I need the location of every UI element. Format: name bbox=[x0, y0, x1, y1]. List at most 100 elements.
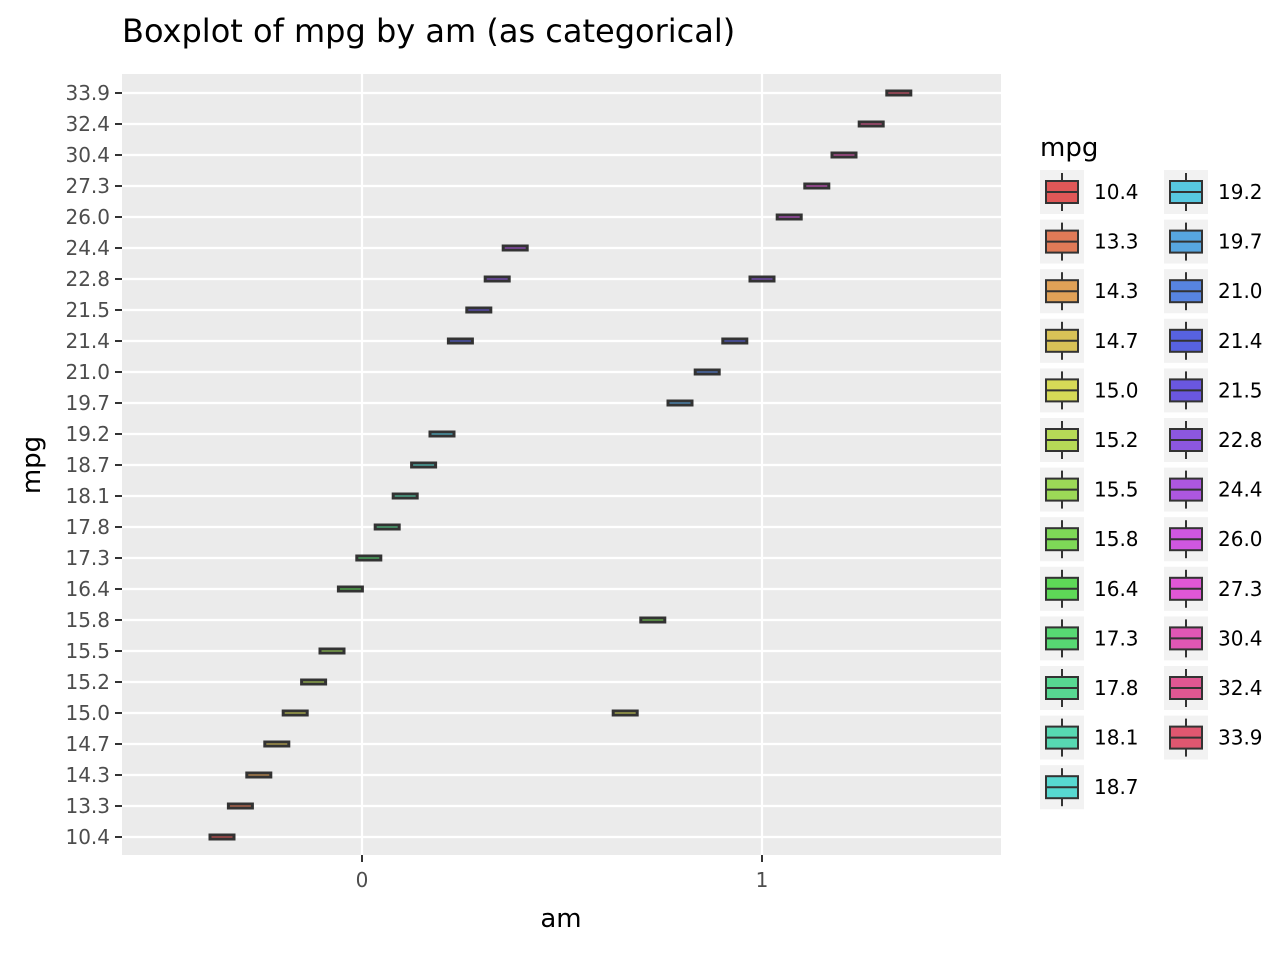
legend-item: 21.5 bbox=[1164, 368, 1263, 413]
legend-item: 15.5 bbox=[1040, 467, 1139, 512]
box-mark bbox=[355, 554, 383, 562]
legend-item: 18.7 bbox=[1040, 765, 1139, 810]
legend-label: 30.4 bbox=[1218, 626, 1263, 650]
y-tick-label: 19.7 bbox=[65, 391, 110, 415]
box-mark bbox=[483, 275, 511, 283]
y-tick-label: 13.3 bbox=[65, 794, 110, 818]
box-mark bbox=[775, 213, 803, 221]
legend-label: 15.2 bbox=[1094, 428, 1139, 452]
box-mark bbox=[693, 368, 721, 376]
box-mark bbox=[465, 306, 493, 314]
legend-title: mpg bbox=[1040, 133, 1098, 163]
box-mark bbox=[336, 585, 364, 593]
legend-item: 15.2 bbox=[1040, 418, 1139, 462]
legend-item: 30.4 bbox=[1164, 616, 1263, 661]
box-mark bbox=[721, 337, 749, 345]
legend-item: 16.4 bbox=[1040, 566, 1139, 611]
y-tick-label: 16.4 bbox=[65, 577, 110, 601]
y-tick-label: 32.4 bbox=[65, 112, 110, 136]
legend-item: 22.8 bbox=[1164, 418, 1263, 462]
box-mark bbox=[226, 802, 254, 810]
legend-label: 17.8 bbox=[1094, 676, 1139, 700]
legend-label: 14.3 bbox=[1094, 279, 1139, 303]
y-tick-label: 19.2 bbox=[65, 422, 110, 446]
y-tick-label: 15.2 bbox=[65, 670, 110, 694]
legend-label: 22.8 bbox=[1218, 428, 1263, 452]
legend-label: 19.2 bbox=[1218, 180, 1263, 204]
legend-item: 14.3 bbox=[1040, 269, 1139, 314]
legend: mpg 10.4 13.3 14.3 14.7 15.0 15.2 15.5 15.8 16.4… bbox=[1040, 133, 1263, 810]
y-axis-title: mpg bbox=[17, 436, 47, 494]
box-mark bbox=[428, 430, 456, 438]
legend-item: 18.1 bbox=[1040, 715, 1139, 760]
box-mark bbox=[300, 678, 328, 686]
y-tick-label: 18.1 bbox=[65, 484, 110, 508]
legend-label: 26.0 bbox=[1218, 527, 1263, 551]
legend-item: 33.9 bbox=[1164, 715, 1263, 760]
box-mark bbox=[885, 89, 913, 97]
legend-label: 13.3 bbox=[1094, 230, 1139, 254]
x-tick-label: 0 bbox=[356, 868, 369, 892]
legend-label: 18.7 bbox=[1094, 775, 1139, 799]
box-marks bbox=[208, 89, 913, 841]
y-tick-label: 33.9 bbox=[65, 81, 110, 105]
y-tick-label: 22.8 bbox=[65, 267, 110, 291]
y-tick-label: 21.0 bbox=[65, 360, 110, 384]
legend-label: 10.4 bbox=[1094, 180, 1139, 204]
y-tick-label: 18.7 bbox=[65, 453, 110, 477]
box-mark bbox=[857, 120, 885, 128]
legend-item: 17.8 bbox=[1040, 666, 1139, 710]
y-tick-label: 14.3 bbox=[65, 763, 110, 787]
legend-label: 15.8 bbox=[1094, 527, 1139, 551]
box-mark bbox=[501, 244, 529, 252]
legend-label: 18.1 bbox=[1094, 726, 1139, 750]
y-tick-label: 21.5 bbox=[65, 298, 110, 322]
box-mark bbox=[391, 492, 419, 500]
legend-label: 21.5 bbox=[1218, 378, 1263, 402]
box-mark bbox=[748, 275, 776, 283]
y-tick-label: 30.4 bbox=[65, 143, 110, 167]
legend-item: 19.2 bbox=[1164, 170, 1263, 214]
legend-item: 15.0 bbox=[1040, 368, 1139, 413]
legend-item: 17.3 bbox=[1040, 616, 1139, 661]
legend-item: 26.0 bbox=[1164, 517, 1263, 562]
legend-label: 15.0 bbox=[1094, 378, 1139, 402]
legend-item: 19.7 bbox=[1164, 219, 1263, 264]
legend-item: 27.3 bbox=[1164, 566, 1263, 611]
box-mark bbox=[611, 709, 639, 717]
legend-item: 10.4 bbox=[1040, 170, 1139, 214]
y-tick-label: 17.3 bbox=[65, 546, 110, 570]
box-mark bbox=[208, 833, 236, 841]
chart-title: Boxplot of mpg by am (as categorical) bbox=[122, 12, 735, 50]
legend-item: 21.0 bbox=[1164, 269, 1263, 314]
y-tick-label: 15.5 bbox=[65, 639, 110, 663]
box-mark bbox=[245, 771, 273, 779]
y-tick-label: 17.8 bbox=[65, 515, 110, 539]
legend-label: 33.9 bbox=[1218, 726, 1263, 750]
legend-label: 32.4 bbox=[1218, 676, 1263, 700]
box-mark bbox=[446, 337, 474, 345]
legend-label: 21.0 bbox=[1218, 279, 1263, 303]
legend-item: 32.4 bbox=[1164, 666, 1263, 710]
legend-label: 24.4 bbox=[1218, 478, 1263, 502]
y-tick-label: 10.4 bbox=[65, 825, 110, 849]
legend-label: 19.7 bbox=[1218, 230, 1263, 254]
y-axis: 10.4 13.3 14.3 14.7 15.0 15.2 15.5 15.8 16.4 17.3… bbox=[65, 81, 122, 849]
box-mark bbox=[666, 399, 694, 407]
y-tick-label: 24.4 bbox=[65, 236, 110, 260]
legend-label: 27.3 bbox=[1218, 577, 1263, 601]
box-mark bbox=[263, 740, 291, 748]
y-tick-label: 21.4 bbox=[65, 329, 110, 353]
box-mark bbox=[803, 182, 831, 190]
legend-label: 17.3 bbox=[1094, 626, 1139, 650]
legend-label: 14.7 bbox=[1094, 329, 1139, 353]
box-mark bbox=[318, 647, 346, 655]
box-mark bbox=[373, 523, 401, 531]
y-tick-label: 26.0 bbox=[65, 205, 110, 229]
y-tick-label: 27.3 bbox=[65, 174, 110, 198]
y-tick-label: 15.0 bbox=[65, 701, 110, 725]
box-mark bbox=[639, 616, 667, 624]
box-mark bbox=[410, 461, 438, 469]
